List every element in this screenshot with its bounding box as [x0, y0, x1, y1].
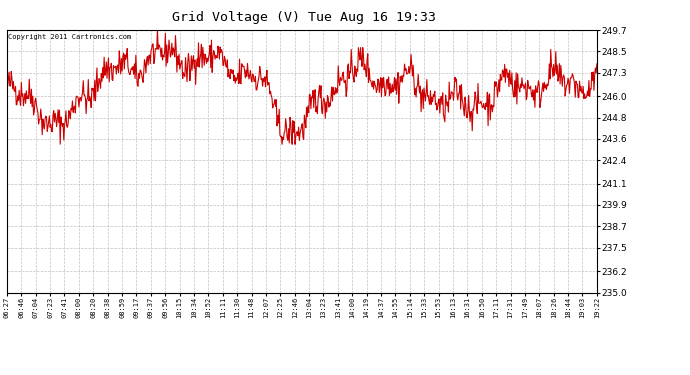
Text: Copyright 2011 Cartronics.com: Copyright 2011 Cartronics.com — [8, 34, 131, 40]
Text: Grid Voltage (V) Tue Aug 16 19:33: Grid Voltage (V) Tue Aug 16 19:33 — [172, 11, 435, 24]
